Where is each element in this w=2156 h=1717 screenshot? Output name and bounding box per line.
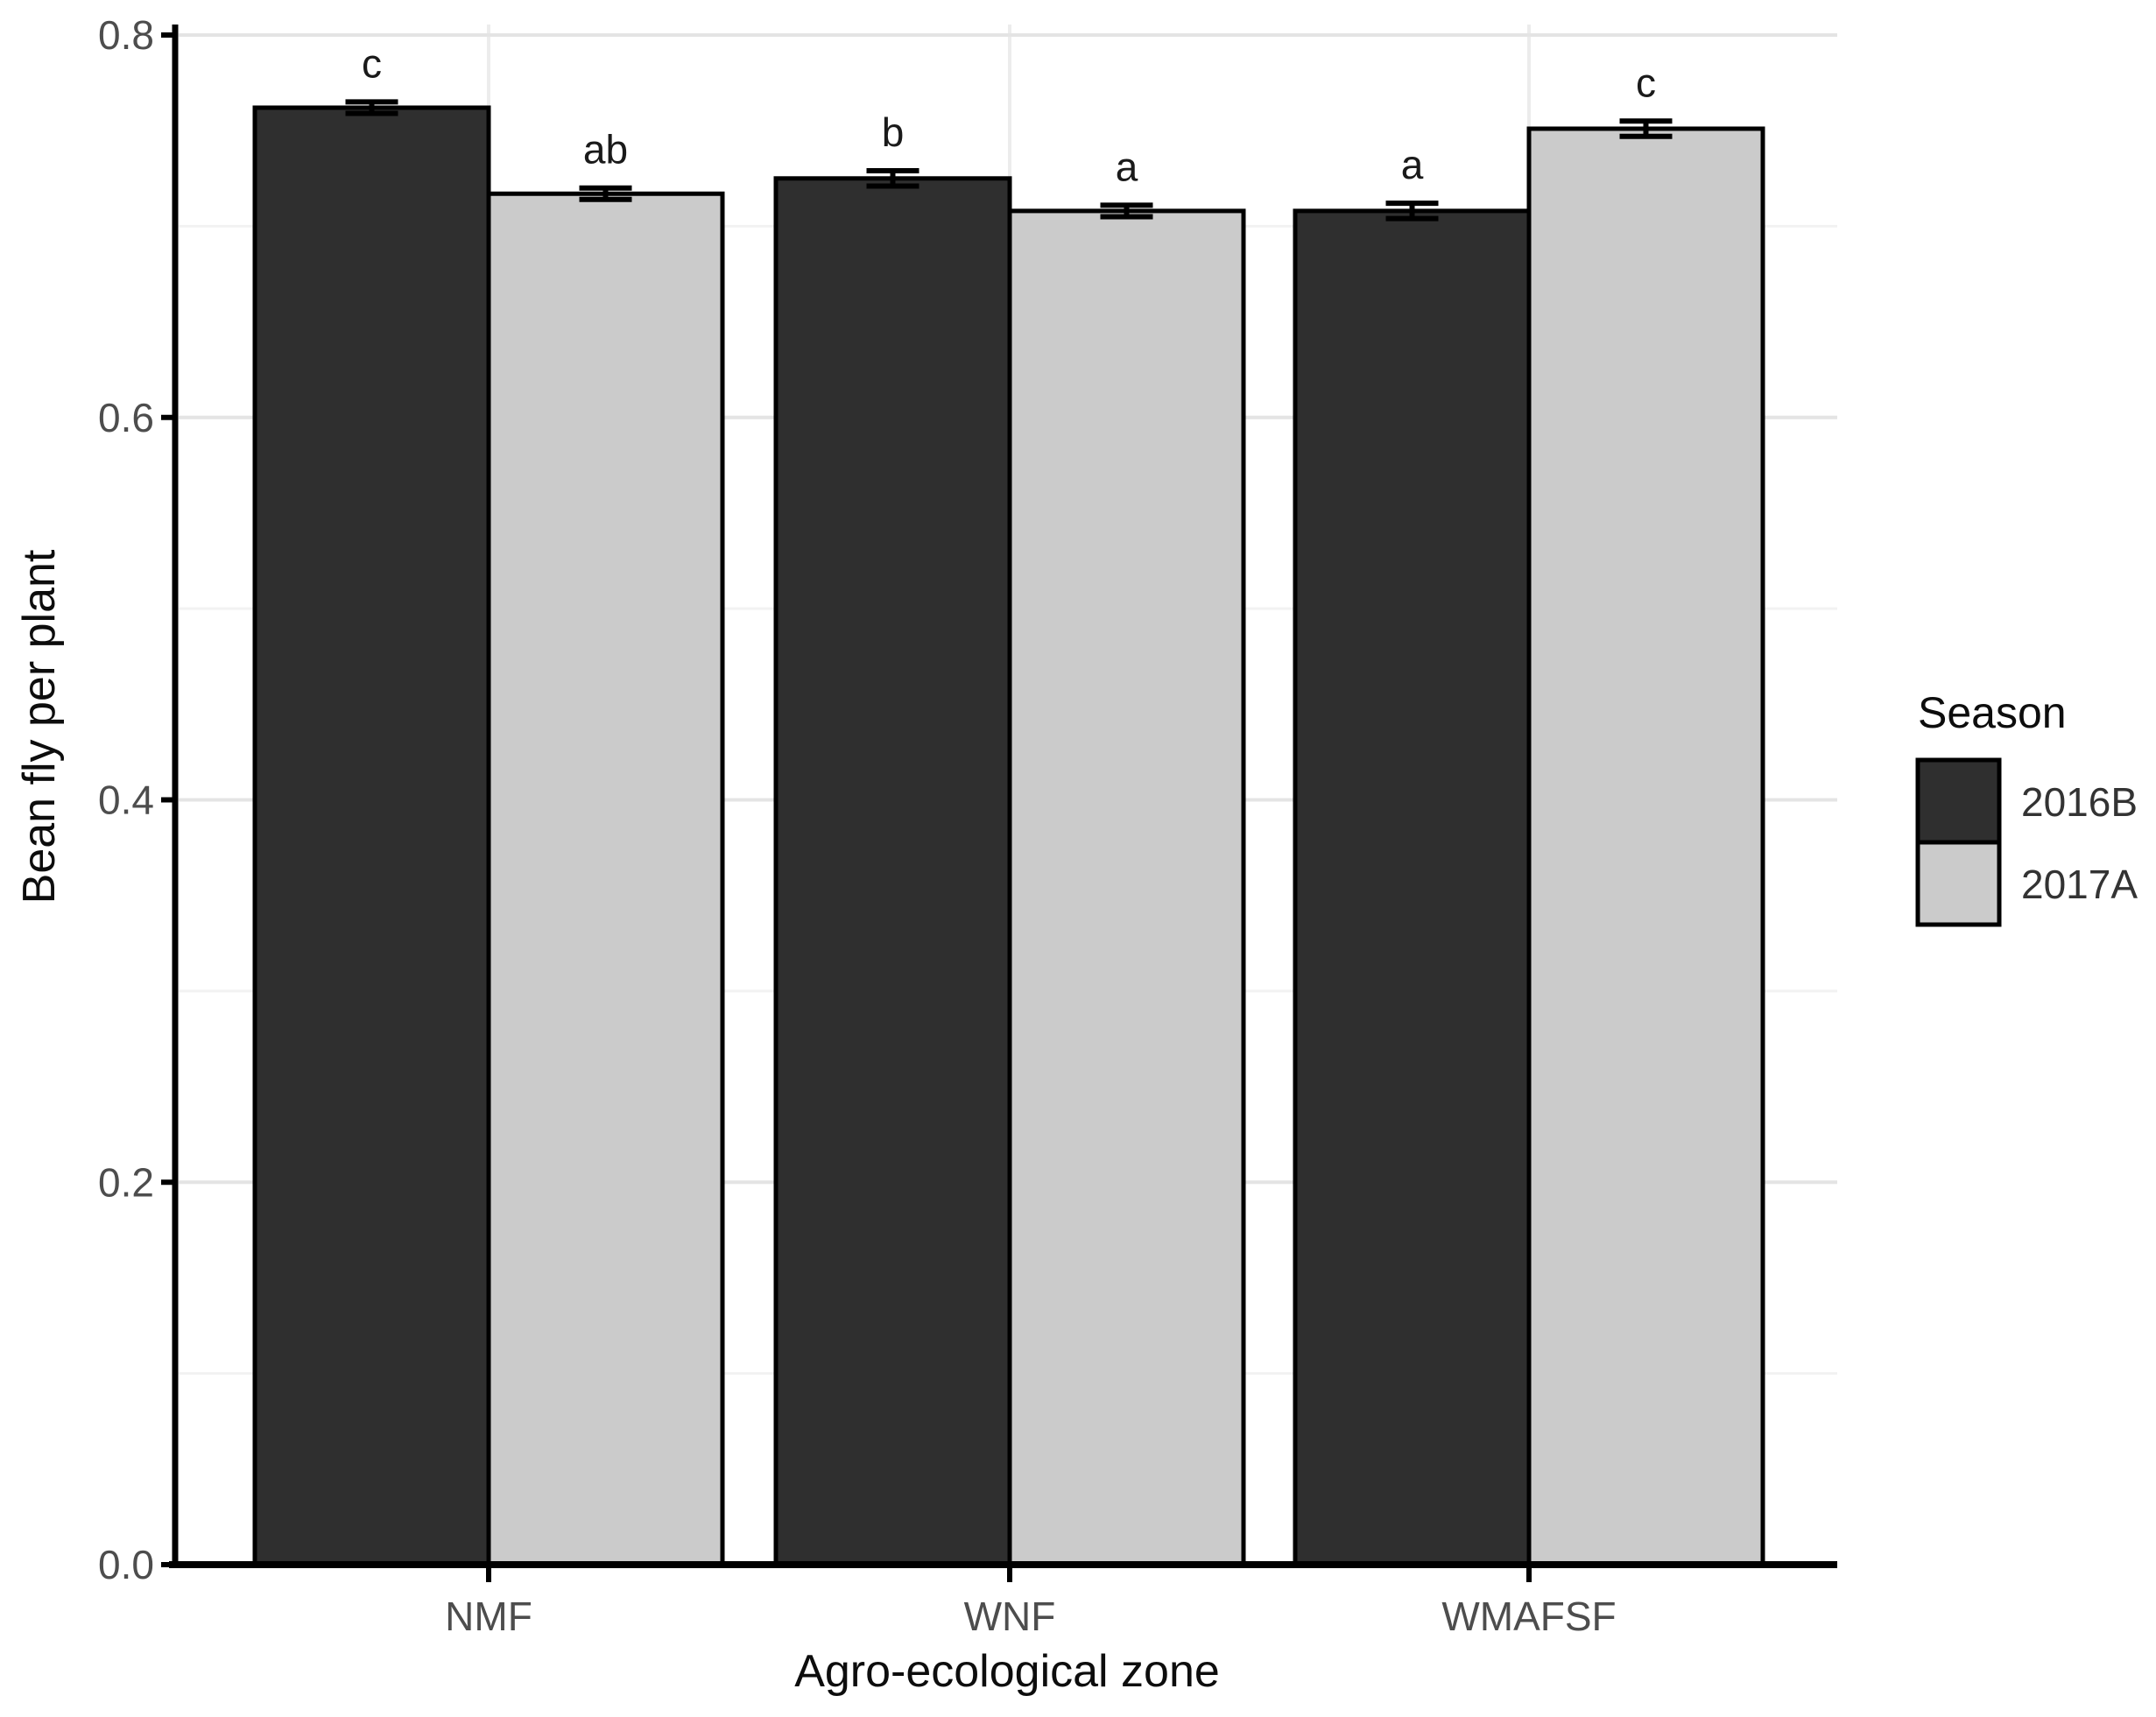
sig-letter-WNF-2016B: b [882,109,905,155]
bars-layer [252,105,1765,1567]
y-tick-label-0.2: 0.2 [98,1159,154,1205]
bar-WMAFSF-2017A [1526,126,1765,1567]
sig-letters-layer: c ab b a a c [362,40,1656,189]
sig-letter-NMF-2016B: c [362,40,382,86]
y-tick-label-0.8: 0.8 [98,12,154,58]
legend-label-2016B: 2016B [2021,779,2138,825]
tick-labels-layer: 0.0 0.2 0.4 0.6 0.8 NMF WNF WMAFSF [98,12,1617,1639]
y-tick-label-0.6: 0.6 [98,395,154,440]
bar-WNF-2016B [773,176,1012,1567]
x-tick-label-WMAFSF: WMAFSF [1441,1594,1616,1639]
legend-key-2016B [1915,757,2002,845]
bar-NMF-2017A [486,191,725,1567]
y-tick-label-0.0: 0.0 [98,1542,154,1587]
sig-letter-WMAFSF-2016B: a [1401,142,1424,187]
x-tick-label-NMF: NMF [445,1594,532,1639]
legend-label-2017A: 2017A [2021,862,2138,907]
error-bars-layer [345,99,1673,222]
legend: Season 2016B 2017A [1915,688,2138,927]
sig-letter-NMF-2017A: ab [583,127,628,172]
bar-WMAFSF-2016B [1293,208,1532,1567]
y-tick-label-0.4: 0.4 [98,778,154,823]
sig-letter-WNF-2017A: a [1116,144,1138,189]
bar-WNF-2017A [1007,208,1246,1567]
axes-layer [161,25,1837,1582]
legend-title: Season [1918,688,2067,737]
legend-key-2017A [1915,840,2002,927]
bar-NMF-2016B [252,105,491,1567]
x-axis-title: Agro-ecological zone [794,1646,1220,1697]
sig-letter-WMAFSF-2017A: c [1636,60,1656,105]
y-axis-title: Bean fly per plant [14,549,65,904]
x-tick-label-WNF: WNF [964,1594,1056,1639]
